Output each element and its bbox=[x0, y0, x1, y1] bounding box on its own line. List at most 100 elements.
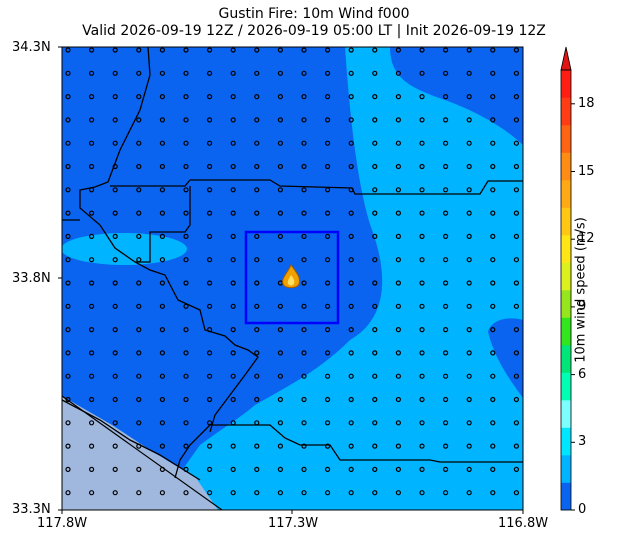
wind-marker bbox=[207, 47, 213, 53]
wind-marker bbox=[254, 327, 260, 333]
wind-marker bbox=[159, 257, 165, 263]
wind-marker bbox=[136, 396, 142, 403]
wind-marker bbox=[112, 420, 118, 426]
wind-marker bbox=[443, 280, 449, 286]
wind-marker bbox=[466, 466, 472, 472]
wind-marker bbox=[230, 233, 236, 239]
wind-marker bbox=[207, 187, 213, 193]
wind-marker bbox=[466, 93, 472, 100]
wind-marker bbox=[230, 327, 236, 333]
lat-tick-label: 34.3N bbox=[12, 40, 51, 55]
wind-marker bbox=[325, 490, 331, 496]
wind-marker bbox=[112, 163, 118, 170]
wind-marker bbox=[490, 303, 496, 309]
wind-marker bbox=[277, 303, 283, 309]
wind-marker bbox=[419, 187, 425, 193]
wind-marker bbox=[301, 373, 307, 379]
wind-marker bbox=[112, 490, 118, 496]
wind-marker bbox=[230, 187, 236, 193]
colorbar-swatch bbox=[561, 317, 571, 346]
wind-marker bbox=[301, 303, 307, 309]
wind-marker bbox=[325, 233, 331, 239]
wind-marker bbox=[301, 93, 307, 100]
wind-marker bbox=[277, 47, 283, 53]
wind-marker bbox=[372, 350, 378, 356]
wind-marker bbox=[88, 70, 95, 76]
wind-marker bbox=[513, 303, 520, 309]
wind-marker bbox=[490, 233, 496, 239]
wind-marker bbox=[112, 117, 118, 123]
wind-marker bbox=[65, 210, 71, 216]
wind-marker bbox=[136, 233, 142, 239]
wind-marker bbox=[136, 187, 142, 193]
wind-marker bbox=[254, 163, 260, 170]
wind-marker bbox=[395, 420, 401, 426]
wind-marker bbox=[88, 443, 95, 449]
wind-marker bbox=[88, 257, 95, 263]
wind-marker bbox=[254, 117, 260, 123]
wind-marker bbox=[372, 210, 378, 216]
wind-marker bbox=[88, 187, 95, 193]
wind-marker bbox=[372, 396, 378, 403]
county-boundaries bbox=[62, 47, 523, 481]
wind-marker bbox=[159, 396, 165, 403]
wind-marker bbox=[443, 303, 449, 309]
wind-marker bbox=[88, 117, 95, 123]
wind-marker bbox=[136, 443, 142, 449]
wind-marker bbox=[230, 396, 236, 403]
wind-marker bbox=[372, 280, 378, 286]
wind-marker bbox=[183, 466, 189, 472]
wind-marker bbox=[348, 233, 354, 239]
wind-marker bbox=[112, 350, 118, 356]
wind-marker bbox=[325, 163, 331, 170]
wind-marker bbox=[466, 47, 472, 53]
wind-marker bbox=[277, 210, 283, 216]
wind-marker bbox=[419, 303, 425, 309]
wind-marker bbox=[277, 466, 283, 472]
wind-marker bbox=[136, 117, 142, 123]
wind-marker bbox=[513, 163, 520, 170]
wind-marker bbox=[419, 163, 425, 170]
wind-marker bbox=[230, 350, 236, 356]
wind-marker bbox=[372, 373, 378, 379]
wind-marker bbox=[230, 210, 236, 216]
wind-marker bbox=[159, 443, 165, 449]
wind-marker bbox=[372, 490, 378, 496]
colorbar-swatch bbox=[561, 262, 571, 291]
wind-marker bbox=[159, 303, 165, 309]
wind-marker bbox=[301, 163, 307, 170]
wind-marker bbox=[325, 280, 331, 286]
wind-marker bbox=[395, 163, 401, 170]
wind-marker bbox=[301, 140, 307, 146]
wind-marker bbox=[183, 47, 189, 53]
colorbar-frame bbox=[560, 69, 572, 511]
wind-marker bbox=[466, 187, 472, 193]
wind-marker bbox=[277, 396, 283, 403]
wind-marker bbox=[254, 257, 260, 263]
wind-marker bbox=[301, 420, 307, 426]
lon-tick-label: 117.3W bbox=[268, 516, 319, 531]
wind-marker bbox=[159, 93, 165, 100]
wind-marker bbox=[207, 70, 213, 76]
wind-marker bbox=[88, 420, 95, 426]
wind-marker bbox=[395, 70, 401, 76]
wind-marker bbox=[183, 257, 189, 263]
wind-marker bbox=[254, 373, 260, 379]
wind-marker bbox=[395, 233, 401, 239]
wind-marker bbox=[443, 187, 449, 193]
wind-marker bbox=[348, 373, 354, 379]
wind-marker bbox=[254, 140, 260, 146]
wind-marker bbox=[159, 117, 165, 123]
wind-marker bbox=[419, 396, 425, 403]
wind-marker bbox=[88, 140, 95, 146]
wind-marker bbox=[301, 396, 307, 403]
wind-marker bbox=[277, 327, 283, 333]
wind-marker bbox=[207, 443, 213, 449]
wind-marker bbox=[301, 280, 307, 286]
wind-marker bbox=[513, 466, 520, 472]
wind-marker bbox=[443, 396, 449, 403]
wind-marker bbox=[348, 303, 354, 309]
wind-marker bbox=[372, 443, 378, 449]
wind-marker bbox=[348, 93, 354, 100]
wind-marker bbox=[136, 210, 142, 216]
